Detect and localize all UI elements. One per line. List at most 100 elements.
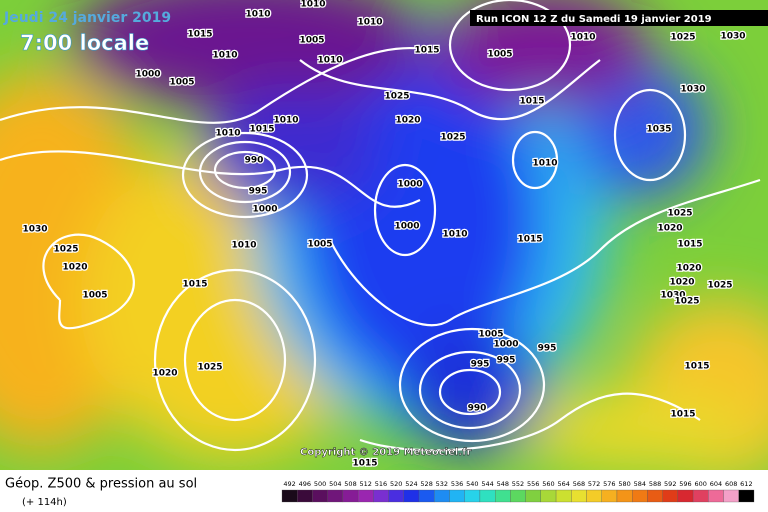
colorbar-cell	[723, 489, 739, 503]
colorbar-label: 504	[329, 480, 341, 488]
colorbar-label: 588	[649, 480, 661, 488]
isobar-label: 1010	[570, 33, 595, 43]
colorbar-cell	[281, 489, 298, 503]
isobar-label: 1000	[252, 205, 277, 215]
colorbar-cell	[677, 489, 694, 503]
colorbar-label: 608	[725, 480, 737, 488]
isobar-label: 1005	[478, 330, 503, 340]
isobar-label: 1025	[670, 33, 695, 43]
run-box	[470, 10, 768, 26]
colorbar-cell	[586, 489, 602, 503]
colorbar-cell	[312, 489, 328, 503]
isobar-label: 1015	[352, 459, 377, 469]
isobar-label: 1015	[677, 240, 702, 250]
isobar-label: 1010	[357, 18, 382, 28]
isobar-label: 1025	[440, 133, 465, 143]
colorbar-cell	[601, 489, 618, 503]
isobar-label: 990	[245, 156, 264, 166]
colorbar-cell	[555, 489, 572, 503]
isobar-label: 1005	[487, 50, 512, 60]
colorbar-label: 536	[451, 480, 463, 488]
colorbar-label: 600	[694, 480, 706, 488]
isobar-label: 995	[497, 356, 516, 366]
colorbar-cell	[342, 489, 359, 503]
copyright: Copyright © 2019 Meteociel.fr	[300, 447, 471, 458]
colorbar-label: 568	[573, 480, 585, 488]
isobar-label: 1010	[212, 51, 237, 61]
colorbar-cell	[434, 489, 450, 503]
isobars	[0, 0, 761, 452]
isobar-label: 995	[471, 360, 490, 370]
isobar-label: 1005	[169, 78, 194, 88]
colorbar-label: 508	[344, 480, 356, 488]
isobar-label: 1000	[397, 180, 422, 190]
colorbar-cell	[297, 489, 313, 503]
isobar-label: 1020	[152, 369, 177, 379]
colorbar-label: 604	[710, 480, 722, 488]
isobar-label: 1025	[53, 245, 78, 255]
colorbar-label: 572	[588, 480, 600, 488]
isobar-label: 1025	[674, 297, 699, 307]
colorbar-label: 548	[497, 480, 509, 488]
colorbar-label: 580	[618, 480, 630, 488]
isobar-label: 1020	[669, 278, 694, 288]
isobar-label: 1015	[670, 410, 695, 420]
field	[0, 0, 768, 480]
isobar-label: 1015	[519, 97, 544, 107]
isobar-label: 1020	[657, 224, 682, 234]
isobar-label: 1025	[707, 281, 732, 291]
colorbar-cell	[418, 489, 435, 503]
colorbar-cell	[403, 489, 420, 503]
colorbar-cell	[632, 489, 648, 503]
isobar-label: 1030	[660, 291, 685, 301]
colorbar-label: 520	[390, 480, 402, 488]
isobar-label: 1000	[493, 340, 518, 350]
colorbar-label: 492	[283, 480, 295, 488]
colorbar-label: 524	[405, 480, 417, 488]
isobar-label: 1005	[82, 291, 107, 301]
isobar-label: 1010	[245, 10, 270, 20]
colorbar: 492 496 500 504 508 512 516 520 524 528 532 536 540 5…	[281, 480, 755, 503]
isobar-label: 1020	[395, 116, 420, 126]
isobar-label: 1010	[300, 0, 325, 10]
colorbar-label: 540	[466, 480, 478, 488]
colorbar-label: 584	[634, 480, 646, 488]
colorbar-cell	[708, 489, 724, 503]
isobar-label: 1010	[317, 56, 342, 66]
colorbar-label: 576	[603, 480, 615, 488]
colorbar-cell	[373, 489, 389, 503]
colorbar-cell	[495, 489, 511, 503]
colorbar-cell	[692, 489, 709, 503]
isobar-label: 1010	[273, 116, 298, 126]
colorbar-label: 532	[436, 480, 448, 488]
colorbar-cell	[525, 489, 541, 503]
isobar-label: 1030	[22, 225, 47, 235]
isobar-label: 1015	[414, 46, 439, 56]
isobar-label: 1015	[249, 125, 274, 135]
isobar-label: 1015	[684, 362, 709, 372]
lead-time: (+ 114h)	[22, 497, 67, 508]
isobar-label: 1015	[187, 30, 212, 40]
colorbar-cell	[479, 489, 496, 503]
isobar-label: 1015	[182, 280, 207, 290]
local-time: 7:00 locale	[20, 31, 149, 55]
colorbar-label: 500	[314, 480, 326, 488]
isobar-label: 1025	[197, 363, 222, 373]
colorbar-cell	[571, 489, 587, 503]
colorbar-cell	[616, 489, 633, 503]
isobar-label: 1010	[532, 159, 557, 169]
colorbar-label: 560	[542, 480, 554, 488]
colorbar-label: 528	[420, 480, 432, 488]
isobar-label: 1000	[394, 222, 419, 232]
isobar-label: 1030	[680, 85, 705, 95]
colorbar-cell	[540, 489, 557, 503]
colorbar-cell	[510, 489, 526, 503]
colorbar-cell	[357, 489, 374, 503]
colorbar-label: 556	[527, 480, 539, 488]
colorbar-cell	[388, 489, 404, 503]
isobar-label: 995	[538, 344, 557, 354]
isobar-label: 1005	[299, 36, 324, 46]
footer-title: Géop. Z500 & pression au sol	[5, 477, 197, 492]
colorbar-label: 496	[299, 480, 311, 488]
